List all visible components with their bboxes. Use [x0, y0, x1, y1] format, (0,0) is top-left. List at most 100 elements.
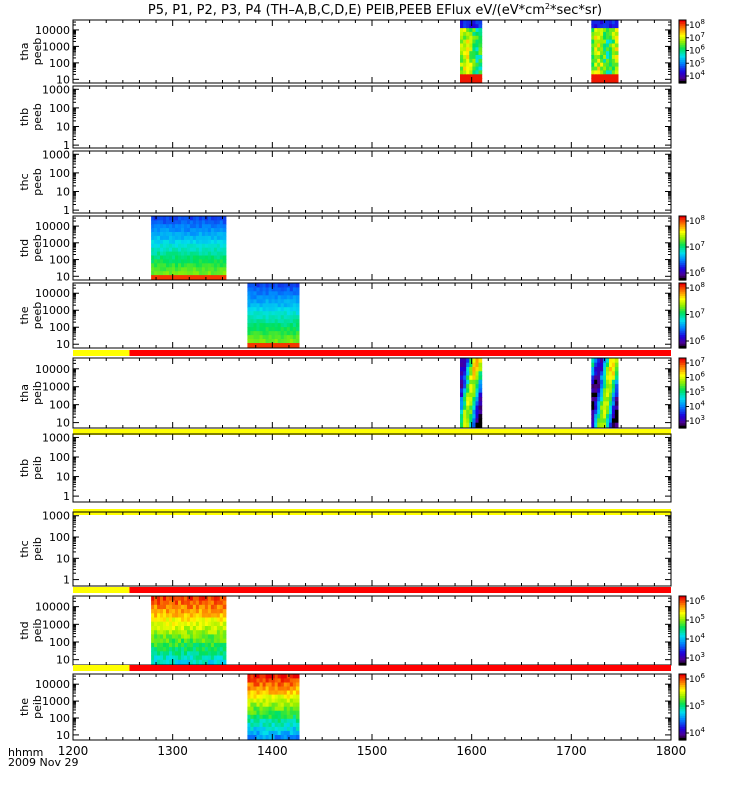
spectrogram-cell [463, 51, 467, 56]
spectrogram-cell [181, 609, 185, 614]
spectrogram-cell [195, 604, 200, 610]
spectrogram-cell [265, 682, 270, 688]
spectrogram-cell [163, 659, 167, 665]
spectrogram-cell [253, 722, 258, 728]
spectrogram-cell [178, 647, 182, 652]
spectrogram-cell [219, 243, 224, 249]
spectrogram-cell [295, 678, 300, 683]
spectrogram-cell [192, 235, 197, 241]
spectrogram-cell [466, 66, 470, 72]
colorbar-label: 103 [689, 651, 705, 664]
spectrogram-cell [210, 634, 215, 640]
spectrogram-cell [219, 271, 224, 276]
spectrogram-cell [219, 630, 224, 635]
spectrogram-cell [187, 243, 191, 249]
spectrogram-cell [274, 339, 279, 344]
spectrogram-cell [192, 259, 197, 264]
spectrogram-cell [198, 659, 203, 665]
colorbar-cell [679, 78, 686, 82]
spectrogram-cell [207, 596, 212, 602]
spectrogram-cell [614, 405, 619, 411]
spectrogram-cell [189, 235, 194, 241]
spectrogram-cell [256, 682, 261, 688]
spectrogram-cell [192, 239, 197, 245]
spectrogram-cell [606, 58, 610, 64]
spectrogram-cell [184, 267, 188, 272]
spectrogram-cell [280, 678, 285, 683]
spectrogram-cell [198, 609, 203, 614]
spectrogram-cell [597, 367, 601, 372]
spectrogram-cell [475, 422, 480, 428]
y-tick-label: 10 [56, 654, 70, 667]
spectrogram-cell [201, 638, 206, 644]
colorbar-label: 106 [689, 44, 705, 57]
colorbar-cell [679, 70, 686, 74]
spectrogram-cell [475, 31, 480, 37]
spectrogram-cell [262, 706, 267, 712]
spectrogram-cell [201, 224, 206, 229]
spectrogram-cell [609, 74, 613, 79]
spectrogram-cell [160, 638, 164, 644]
spectrogram-cell [198, 220, 203, 225]
spectrogram-cell [262, 291, 267, 296]
spectrogram-cell [187, 630, 191, 635]
spectrogram-cell [184, 621, 188, 627]
data-block-tha-peib-1 [591, 358, 619, 428]
spectrogram-cell [247, 690, 251, 696]
spectrogram-cell [265, 343, 270, 348]
colorbar-cell [679, 388, 686, 392]
spectrogram-cell [157, 651, 161, 657]
x-tick-label: 1400 [257, 744, 288, 758]
spectrogram-cell [210, 239, 215, 245]
spectrogram-cell [163, 243, 167, 249]
spectrogram-cell [262, 726, 267, 732]
spectrogram-cell [271, 735, 276, 740]
spectrogram-cell [192, 647, 197, 652]
spectrogram-cell [262, 343, 267, 348]
spectrogram-cell [160, 251, 164, 257]
spectrogram-cell [469, 392, 473, 398]
spectrogram-cell [154, 239, 158, 245]
spectrogram-cell [259, 323, 264, 328]
spectrogram-cell [247, 730, 251, 736]
spectrogram-cell [594, 388, 598, 394]
spectrogram-cell [472, 414, 477, 419]
spectrogram-cell [250, 323, 254, 328]
y-tick-label: 10 [56, 729, 70, 742]
spectrogram-cell [283, 702, 288, 708]
spectrogram-cell [469, 388, 473, 394]
spectrogram-cell [606, 418, 610, 424]
spectrogram-cell [219, 604, 224, 610]
colorbar-cell [679, 674, 686, 677]
spectrogram-cell [591, 24, 595, 29]
colorbar-cell [679, 74, 686, 78]
spectrogram-cell [472, 405, 477, 411]
spectrogram-cell [262, 323, 267, 328]
spectrogram-cell [286, 726, 291, 732]
spectrogram-cell [213, 247, 218, 253]
spectrogram-cell [222, 659, 227, 665]
colorbar-cell [679, 258, 686, 262]
colorbar-cell [679, 291, 686, 295]
spectrogram-cell [277, 735, 282, 740]
colorbar-cell [679, 72, 686, 76]
spectrogram-cell [207, 647, 212, 652]
spectrogram-cell [463, 78, 467, 83]
spectrogram-cell [181, 630, 185, 635]
spectrogram-cell [181, 604, 185, 610]
spectrogram-cell [478, 422, 483, 428]
spectrogram-cell [184, 634, 188, 640]
spectrogram-cell [219, 220, 224, 225]
spectrogram-cell [265, 335, 270, 340]
colorbar-cell [679, 252, 686, 255]
spectrogram-cell [292, 307, 297, 312]
spectrogram-cell [271, 283, 276, 288]
spectrogram-cell [222, 263, 227, 268]
colorbar-cell [679, 423, 686, 427]
spectrogram-cell [187, 600, 191, 606]
spectrogram-cell [163, 235, 167, 241]
spectrogram-cell [201, 263, 206, 268]
y-tick-label: 1000 [42, 381, 70, 394]
colorbar-cell [679, 358, 686, 361]
